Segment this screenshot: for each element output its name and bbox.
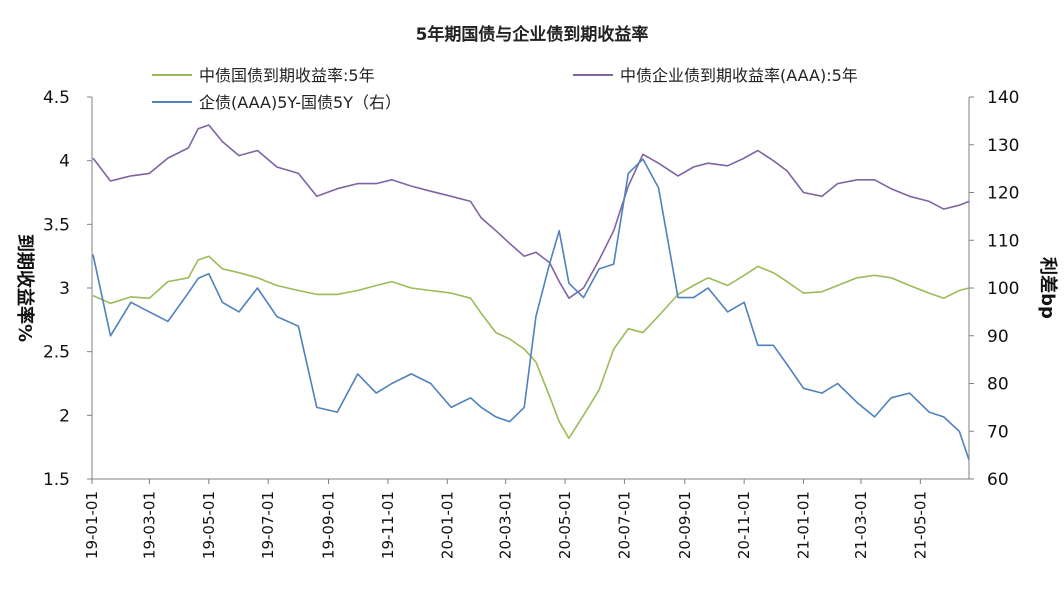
legend-label-govt-yield: 中债国债到期收益率:5年 xyxy=(199,66,375,85)
x-tick-label: 20-05-01 xyxy=(556,491,574,559)
right-axis-title: 利差bp xyxy=(1037,257,1059,319)
right-tick-label: 100 xyxy=(987,279,1019,299)
x-tick-label: 21-05-01 xyxy=(911,491,929,559)
right-tick-label: 70 xyxy=(987,422,1009,442)
right-axis-ticks: 140 130 120 110 100 90 80 70 60 xyxy=(969,88,1019,490)
left-tick-label: 1.5 xyxy=(43,470,70,490)
left-axis-ticks: 4.5 4 3.5 3 2.5 2 1.5 xyxy=(43,88,92,490)
right-tick-label: 140 xyxy=(987,88,1019,108)
x-tick-label: 21-03-01 xyxy=(852,491,870,559)
x-tick-label: 19-05-01 xyxy=(200,491,218,559)
right-tick-label: 80 xyxy=(987,375,1009,395)
legend-label-spread: 企债(AAA)5Y-国债5Y（右） xyxy=(199,93,401,112)
x-tick-label: 20-01-01 xyxy=(438,491,456,559)
x-axis-ticks: 19-01-01 19-03-01 19-05-01 19-07-01 19-09-01… xyxy=(83,479,929,559)
right-tick-label: 110 xyxy=(987,231,1019,251)
legend-label-corp-yield: 中债企业债到期收益率(AAA):5年 xyxy=(620,66,858,85)
x-tick-label: 20-03-01 xyxy=(497,491,515,559)
x-tick-label: 20-11-01 xyxy=(735,491,753,559)
x-tick-label: 19-09-01 xyxy=(320,491,338,559)
right-tick-label: 90 xyxy=(987,327,1009,347)
series-line-corp-yield xyxy=(92,124,970,300)
series-layer xyxy=(92,124,970,461)
axes xyxy=(91,97,970,480)
x-tick-label: 19-11-01 xyxy=(379,491,397,559)
chart-title: 5年期国债与企业债到期收益率 xyxy=(416,24,649,45)
x-tick-label: 19-01-01 xyxy=(83,491,101,559)
series-line-spread xyxy=(92,158,970,461)
x-tick-label: 20-07-01 xyxy=(615,491,633,559)
x-tick-label: 19-03-01 xyxy=(140,491,158,559)
right-tick-label: 120 xyxy=(987,184,1019,204)
left-tick-label: 3.5 xyxy=(43,215,70,235)
legend: 中债国债到期收益率:5年 中债企业债到期收益率(AAA):5年 企债(AAA)5… xyxy=(152,66,858,112)
series-line-govt-yield xyxy=(92,255,970,440)
left-tick-label: 4 xyxy=(59,152,70,172)
right-tick-label: 60 xyxy=(987,470,1009,490)
x-tick-label: 20-09-01 xyxy=(676,491,694,559)
x-tick-label: 21-01-01 xyxy=(795,491,813,559)
left-tick-label: 2.5 xyxy=(43,343,70,363)
right-tick-label: 130 xyxy=(987,136,1019,156)
left-tick-label: 3 xyxy=(59,279,70,299)
left-tick-label: 2 xyxy=(59,406,70,426)
left-tick-label: 4.5 xyxy=(43,88,70,108)
left-axis-title: 到期收益率% xyxy=(14,234,36,342)
x-tick-label: 19-07-01 xyxy=(259,491,277,559)
